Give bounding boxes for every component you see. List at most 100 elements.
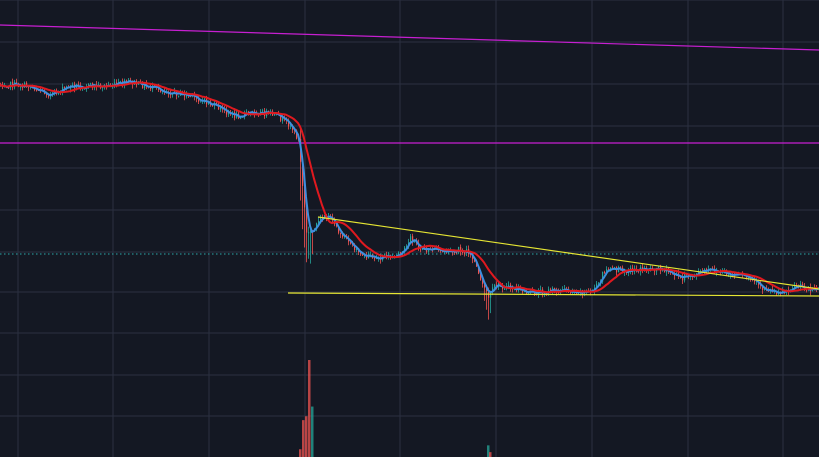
candle-body	[680, 276, 682, 278]
candle-body	[162, 91, 164, 93]
candle-body	[748, 277, 750, 279]
candle-body	[418, 242, 420, 250]
candle-body	[282, 117, 284, 121]
candle-body	[508, 284, 510, 286]
candle-body	[316, 223, 318, 229]
candle-body	[308, 232, 310, 234]
candle-body	[474, 259, 476, 262]
candle-body	[578, 293, 580, 295]
candle-body	[420, 249, 422, 251]
volume-bar	[299, 449, 302, 457]
trendlines	[287, 216, 819, 297]
candle-body	[10, 81, 12, 88]
candle-body	[362, 254, 364, 256]
volume-bar	[308, 360, 311, 457]
candle-body	[456, 252, 458, 254]
candle-body	[20, 86, 22, 88]
candle-body	[198, 98, 200, 102]
trendline	[287, 292, 819, 297]
candle-body	[144, 84, 146, 89]
candle-body	[494, 284, 496, 288]
candle-body	[102, 87, 104, 89]
candle-body	[150, 87, 152, 90]
candle-body	[288, 120, 290, 127]
candle-body	[764, 288, 766, 290]
sloped-level-line	[0, 24, 819, 51]
candle-body	[806, 290, 808, 292]
candle-body	[606, 269, 608, 273]
level-lines	[0, 24, 819, 255]
candle-body	[48, 95, 50, 97]
candle-body	[302, 161, 304, 187]
volume-bar	[311, 406, 314, 457]
candle-body	[22, 86, 24, 88]
candle-body	[228, 113, 230, 115]
candle-body	[338, 226, 340, 233]
candle-body	[212, 105, 214, 107]
candle-body	[620, 267, 622, 269]
volume-bar	[489, 452, 492, 457]
candle-body	[768, 290, 770, 292]
candle-body	[482, 280, 484, 285]
candle-body	[306, 207, 308, 233]
candle-body	[674, 274, 676, 276]
candle-body	[220, 107, 222, 110]
candle-body	[310, 231, 312, 233]
volume-bar	[305, 416, 308, 457]
candle-body	[178, 95, 180, 97]
candle-body	[356, 248, 358, 251]
candle-body	[442, 251, 444, 253]
candle-body	[160, 89, 162, 93]
candle-body	[290, 125, 292, 127]
candle-body	[406, 245, 408, 248]
volume-bars	[299, 360, 492, 457]
candle-body	[714, 269, 716, 273]
moving-averages	[0, 79, 819, 294]
candle-body	[504, 288, 506, 290]
candle-body	[484, 284, 486, 288]
candle-body	[170, 94, 172, 96]
candle-body	[598, 283, 600, 285]
candle-body	[410, 236, 412, 243]
candle-body	[246, 111, 248, 114]
candle-body	[554, 288, 556, 290]
candle-body	[280, 114, 282, 121]
candle-body	[72, 84, 74, 86]
candle-body	[240, 117, 242, 119]
candle-body	[274, 113, 276, 116]
candle-body	[440, 250, 442, 252]
candle-body	[296, 130, 298, 139]
candle-body	[186, 94, 188, 97]
candle-body	[470, 254, 472, 256]
candle-body	[262, 110, 264, 112]
candle-body	[46, 93, 48, 96]
candle-body	[354, 244, 356, 251]
candle-body	[658, 266, 660, 269]
candle-body	[200, 101, 202, 103]
candle-body	[16, 82, 18, 84]
candle-body	[478, 266, 480, 274]
candle-body	[218, 104, 220, 110]
candle-body	[462, 252, 464, 254]
candle-body	[226, 109, 228, 115]
candle-body	[502, 286, 504, 290]
candle-body	[350, 241, 352, 244]
candle-body	[604, 271, 606, 273]
moving-average-line	[0, 81, 818, 294]
candle-body	[460, 247, 462, 253]
candle-body	[464, 252, 466, 254]
candle-body	[544, 292, 546, 295]
candle-body	[116, 82, 118, 85]
candle-body	[36, 89, 38, 91]
candle-body	[454, 252, 456, 254]
candle-body	[778, 293, 780, 295]
candle-body	[602, 271, 604, 282]
candle-body	[154, 85, 156, 87]
candle-body	[802, 283, 804, 287]
candle-body	[374, 257, 376, 259]
candle-body	[480, 273, 482, 281]
candle-body	[204, 98, 206, 101]
trendline	[317, 216, 819, 290]
candle-body	[698, 271, 700, 274]
